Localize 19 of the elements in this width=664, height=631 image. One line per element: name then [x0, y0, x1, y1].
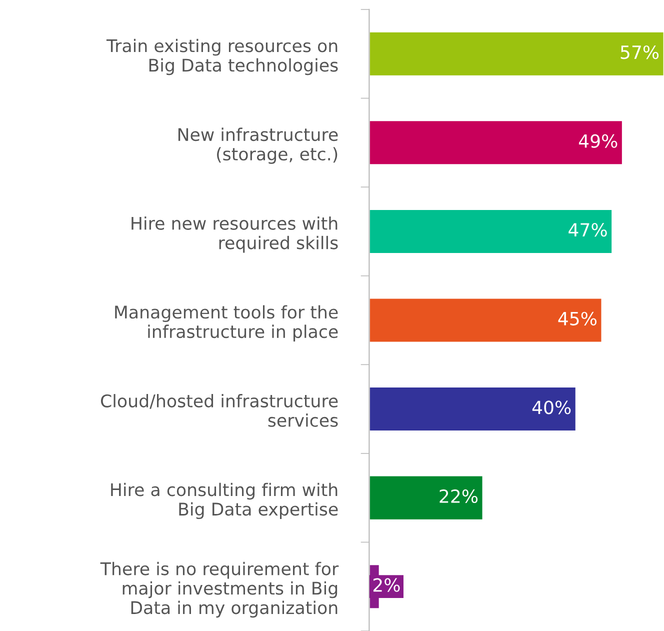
y-tick-label: Cloud/hosted infrastructure services: [100, 394, 338, 427]
data-label: 22%: [440, 489, 478, 504]
bar: [369, 30, 664, 77]
y-tick-label: Train existing resources on Big Data technologies: [106, 38, 338, 76]
bar: [369, 120, 624, 166]
y-tick-label: New infrastructure (storage, etc.): [178, 128, 338, 164]
data-label: 2%: [373, 578, 400, 592]
y-tick-label: Hire new resources with required skills: [132, 216, 338, 253]
bar: [369, 208, 613, 254]
bar: [369, 297, 603, 344]
y-tick-label: There is no requirement for major investments in Big Data in my organization: [100, 562, 339, 618]
data-label: 49%: [578, 134, 618, 148]
bar: [369, 386, 577, 432]
y-tick-label: Management tools for the infrastructure in place: [115, 305, 338, 342]
data-label: 47%: [568, 223, 607, 237]
data-label: 40%: [532, 400, 571, 414]
data-label: 57%: [620, 45, 659, 60]
data-label: 45%: [558, 312, 597, 326]
y-tick-label: Hire a consulting firm with Big Data expertise: [111, 482, 338, 520]
